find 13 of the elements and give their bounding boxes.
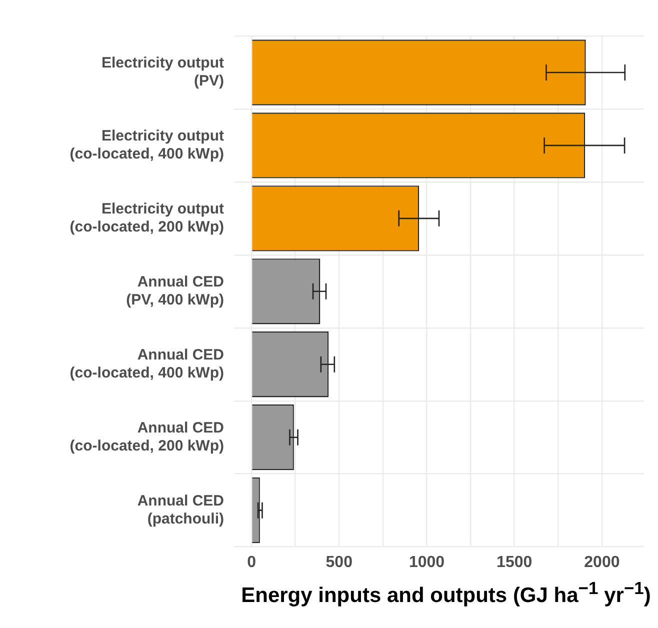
y-tick-label: Annual CED (co-located, 200 kWp) xyxy=(70,419,224,454)
x-tick-label: 1000 xyxy=(408,554,445,571)
y-tick-label: Electricity output (co-located, 400 kWp) xyxy=(70,128,224,163)
y-tick-label: Annual CED (co-located, 400 kWp) xyxy=(70,346,224,382)
x-tick-label: 1500 xyxy=(496,554,532,571)
x-axis-title: Energy inputs and outputs (GJ ha$^{−1}$ yr$^{−1}$) xyxy=(240,578,652,608)
y-tick-label: Annual CED (patchouli) xyxy=(137,492,224,528)
y-tick-label: Electricity output (PV) xyxy=(101,54,224,90)
y-tick-label: Annual CED (PV, 400 kWp) xyxy=(126,274,224,309)
y-tick-label: Electricity output (co-located, 200 kWp) xyxy=(70,200,224,236)
x-tick-label: 2000 xyxy=(584,554,620,571)
x-tick-label: 500 xyxy=(326,554,353,571)
x-tick-label: 0 xyxy=(247,554,256,571)
